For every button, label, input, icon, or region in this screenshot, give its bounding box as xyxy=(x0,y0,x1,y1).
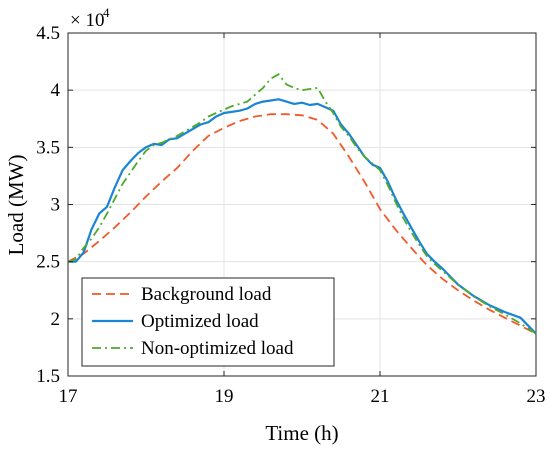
x-tick-labels: 17 19 21 23 xyxy=(59,386,546,407)
y-tick-labels: 1.5 2 2.5 3 3.5 4 4.5 xyxy=(36,23,60,387)
x-tick-label: 23 xyxy=(527,386,546,407)
y-axis-title: Load (MW) xyxy=(4,155,28,256)
y-tick-label: 4 xyxy=(51,80,61,101)
y-tick-label: 2.5 xyxy=(36,252,60,273)
y-tick-label: 2 xyxy=(51,309,61,330)
y-tick-label: 3.5 xyxy=(36,137,60,158)
series-line-2 xyxy=(68,98,537,335)
legend-label-2: Optimized load xyxy=(141,311,259,332)
y-tick-label: 4.5 xyxy=(36,23,60,44)
x-tick-label: 21 xyxy=(371,386,390,407)
x-tick-label: 19 xyxy=(215,386,234,407)
x-tick-label: 17 xyxy=(59,386,78,407)
x-axis-title: Time (h) xyxy=(265,421,338,445)
series-line-1 xyxy=(67,113,537,335)
y-multiplier-base: × 10 xyxy=(70,10,104,31)
legend-label-1: Background load xyxy=(141,284,272,305)
series-layer xyxy=(67,73,537,335)
axis-ticks xyxy=(67,32,537,377)
legend-label-3: Non-optimized load xyxy=(141,338,294,359)
y-multiplier-exponent: 4 xyxy=(103,5,110,20)
y-tick-label: 1.5 xyxy=(36,366,60,387)
legend: Background load Optimized load Non-optimiz… xyxy=(81,277,335,367)
y-tick-label: 3 xyxy=(51,195,61,216)
series-line-3 xyxy=(67,73,537,335)
